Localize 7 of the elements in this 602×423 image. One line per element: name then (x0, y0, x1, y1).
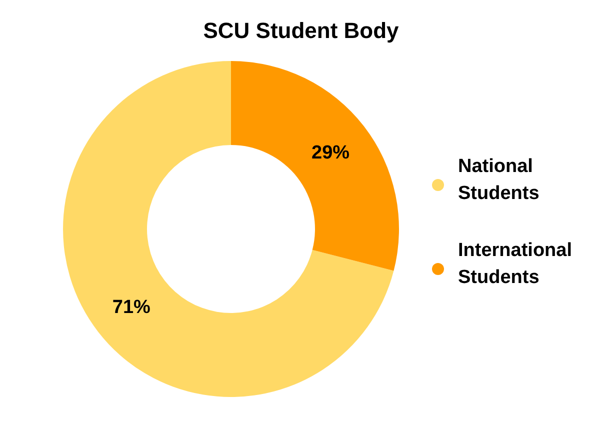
donut-slice (231, 61, 399, 271)
donut-slice (63, 61, 394, 397)
legend-label: National Students (458, 156, 540, 204)
chart-title: SCU Student Body (203, 18, 400, 43)
legend-label: International Students (458, 240, 572, 288)
data-label: 71% (112, 296, 151, 318)
data-label: 29% (312, 142, 350, 164)
